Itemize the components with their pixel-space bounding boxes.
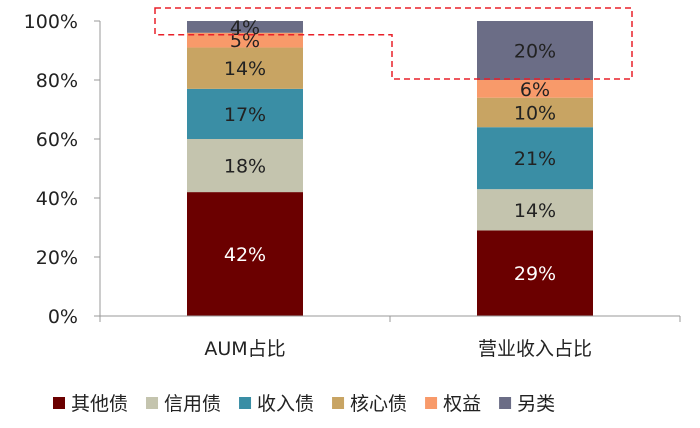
legend-label: 权益 [443,393,481,415]
bar-segment [187,47,303,89]
bar-segment [187,32,303,48]
bar-segment [477,127,593,190]
data-label: 14% [224,58,266,80]
legend-swatch [146,397,159,409]
bar-segment [187,21,303,33]
data-label: 14% [514,200,556,222]
y-tick-label: 60% [36,129,78,151]
y-tick-label: 0% [48,306,78,328]
bar-segment [477,230,593,316]
legend-label: 另类 [517,393,555,415]
data-label: 29% [514,263,556,285]
bar-segment [477,189,593,231]
legend-swatch [499,397,512,409]
bars [187,21,593,316]
legend-swatch [425,397,438,409]
y-tick-label: 40% [36,188,78,210]
legend-label: 信用债 [164,393,221,415]
y-tick-label: 20% [36,247,78,269]
legend-swatch [239,397,252,409]
legend-label: 收入债 [257,393,314,415]
bar-segment [477,97,593,128]
legend-swatch [332,397,345,409]
data-label: 20% [514,41,556,63]
x-axis: AUM占比 营业收入占比 [99,315,681,360]
data-label: 5% [230,30,260,52]
data-label: 42% [224,244,266,266]
bar-segment [187,88,303,139]
data-label: 17% [224,104,266,126]
legend: 其他债 信用债 收入债 核心债 权益 另类 [53,393,555,415]
legend-label: 核心债 [350,393,407,415]
data-label: 10% [514,102,556,124]
y-tick-label: 80% [36,70,78,92]
y-axis: 0% 20% 40% 60% 80% 100% [24,11,101,328]
bar-segment [187,139,303,193]
bar-segment [187,192,303,316]
y-tick-label: 100% [24,11,78,33]
bar-segment [477,80,593,98]
x-category-label: 营业收入占比 [478,338,592,360]
data-labels: 42% 18% 17% 14% 5%4% 29% 14% 21% 10%6% 20% [224,17,556,285]
data-label: 4% [230,17,260,39]
data-label: 6% [520,79,550,101]
data-label: 21% [514,148,556,170]
bar-segment [477,21,593,80]
x-category-label: AUM占比 [204,338,285,360]
data-label: 18% [224,156,266,178]
legend-label: 其他债 [71,393,128,415]
legend-swatch [53,397,65,409]
